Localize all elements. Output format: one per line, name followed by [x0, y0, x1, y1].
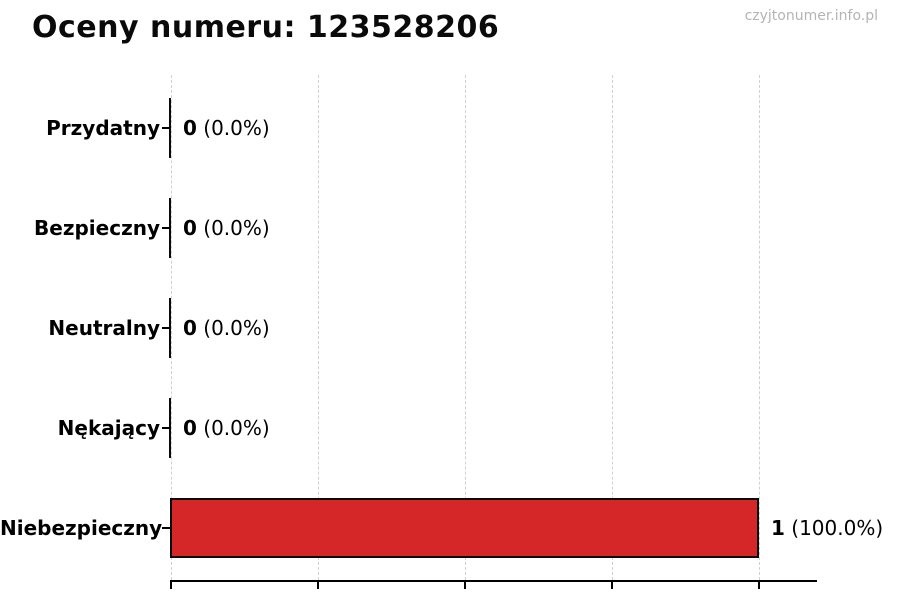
value-count: 0: [183, 215, 197, 240]
zero-value-bar: [169, 297, 171, 358]
category-label: Niebezpieczny: [0, 515, 163, 540]
x-axis-tick: [463, 582, 466, 589]
x-gridline: [317, 75, 319, 580]
x-gridline: [758, 75, 760, 580]
watermark-text: czyjtonumer.info.pl: [744, 8, 878, 24]
x-gridline: [170, 75, 172, 580]
value-label: 0 (0.0%): [183, 216, 270, 240]
value-label: 0 (0.0%): [183, 316, 270, 340]
category-label: Przydatny: [46, 115, 160, 140]
x-axis-tick: [316, 582, 319, 589]
chart-title: Oceny numeru: 123528206: [32, 10, 500, 45]
bar: [170, 497, 759, 558]
zero-value-bar: [169, 397, 171, 458]
plot-area: 0 (0.0%) 0 (0.0%) 0 (0.0%) 0 (0.0%) 1 (100.0…: [169, 75, 883, 589]
value-count: 0: [183, 315, 197, 340]
category-label: Neutralny: [48, 315, 160, 340]
x-axis-tick: [169, 582, 172, 589]
value-label: 0 (0.0%): [183, 416, 270, 440]
value-percent: (0.0%): [196, 115, 270, 140]
y-axis-tick: [162, 126, 170, 129]
category-label: Bezpieczny: [34, 215, 160, 240]
x-gridline: [464, 75, 466, 580]
x-axis-tick: [757, 582, 760, 589]
zero-value-bar: [169, 197, 171, 258]
value-label: 1 (100.0%): [771, 516, 883, 540]
y-axis-tick: [162, 426, 170, 429]
category-label: Nękający: [57, 415, 160, 440]
value-count: 1: [771, 515, 785, 540]
value-count: 0: [183, 415, 197, 440]
value-label: 0 (0.0%): [183, 116, 270, 140]
y-axis-tick: [162, 526, 170, 529]
value-percent: (100.0%): [784, 515, 884, 540]
value-percent: (0.0%): [196, 415, 270, 440]
y-axis-tick: [162, 226, 170, 229]
x-axis-tick: [610, 582, 613, 589]
zero-value-bar: [169, 97, 171, 158]
value-percent: (0.0%): [196, 315, 270, 340]
value-count: 0: [183, 115, 197, 140]
y-axis-tick: [162, 326, 170, 329]
x-gridline: [611, 75, 613, 580]
value-percent: (0.0%): [196, 215, 270, 240]
